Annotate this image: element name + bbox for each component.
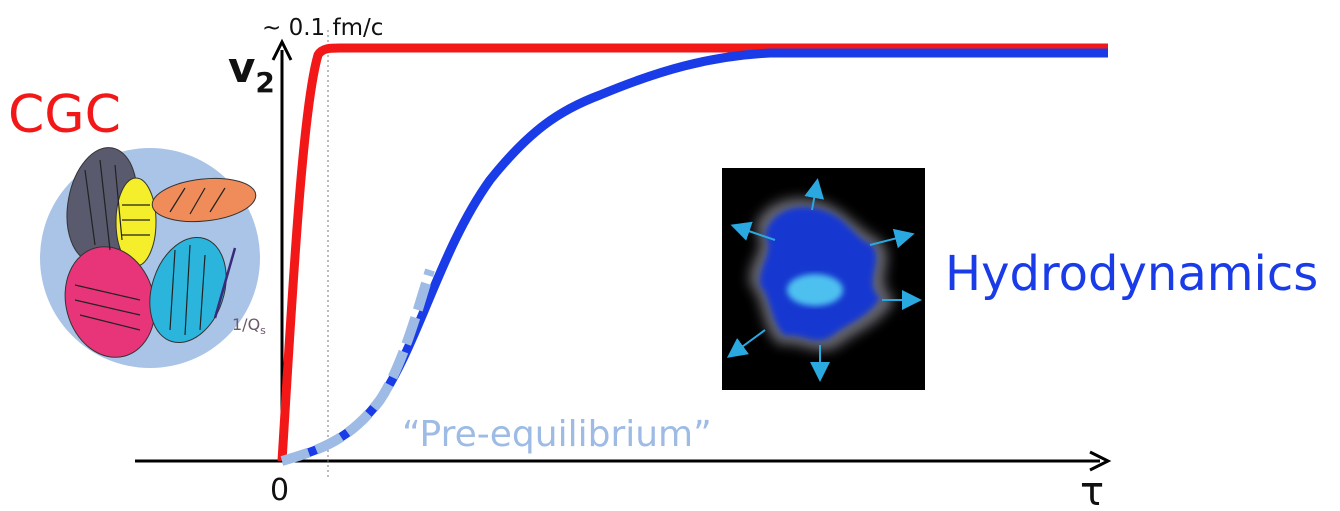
cgc-label: CGC xyxy=(8,85,121,145)
label: 1/Q xyxy=(232,315,260,334)
diagram: 1/Qs ~ 0.1 fm/c v2 CGC Hydrodynamics “Pr… xyxy=(0,0,1340,511)
origin-label: 0 xyxy=(270,473,289,508)
saturation-label: 1/Qs xyxy=(232,315,266,337)
label: v xyxy=(228,43,255,92)
x-axis-label: τ xyxy=(1080,469,1104,511)
pre-eq-label: “Pre-equilibrium” xyxy=(402,414,712,455)
label-sub: s xyxy=(260,324,266,337)
time-scale-label: ~ 0.1 fm/c xyxy=(262,15,383,41)
cgc-illustration: 1/Qs xyxy=(40,142,266,368)
label-sub: 2 xyxy=(255,66,274,99)
y-axis-label: v2 xyxy=(228,43,275,99)
hydro-image xyxy=(722,168,925,390)
hydro-label: Hydrodynamics xyxy=(945,246,1318,302)
